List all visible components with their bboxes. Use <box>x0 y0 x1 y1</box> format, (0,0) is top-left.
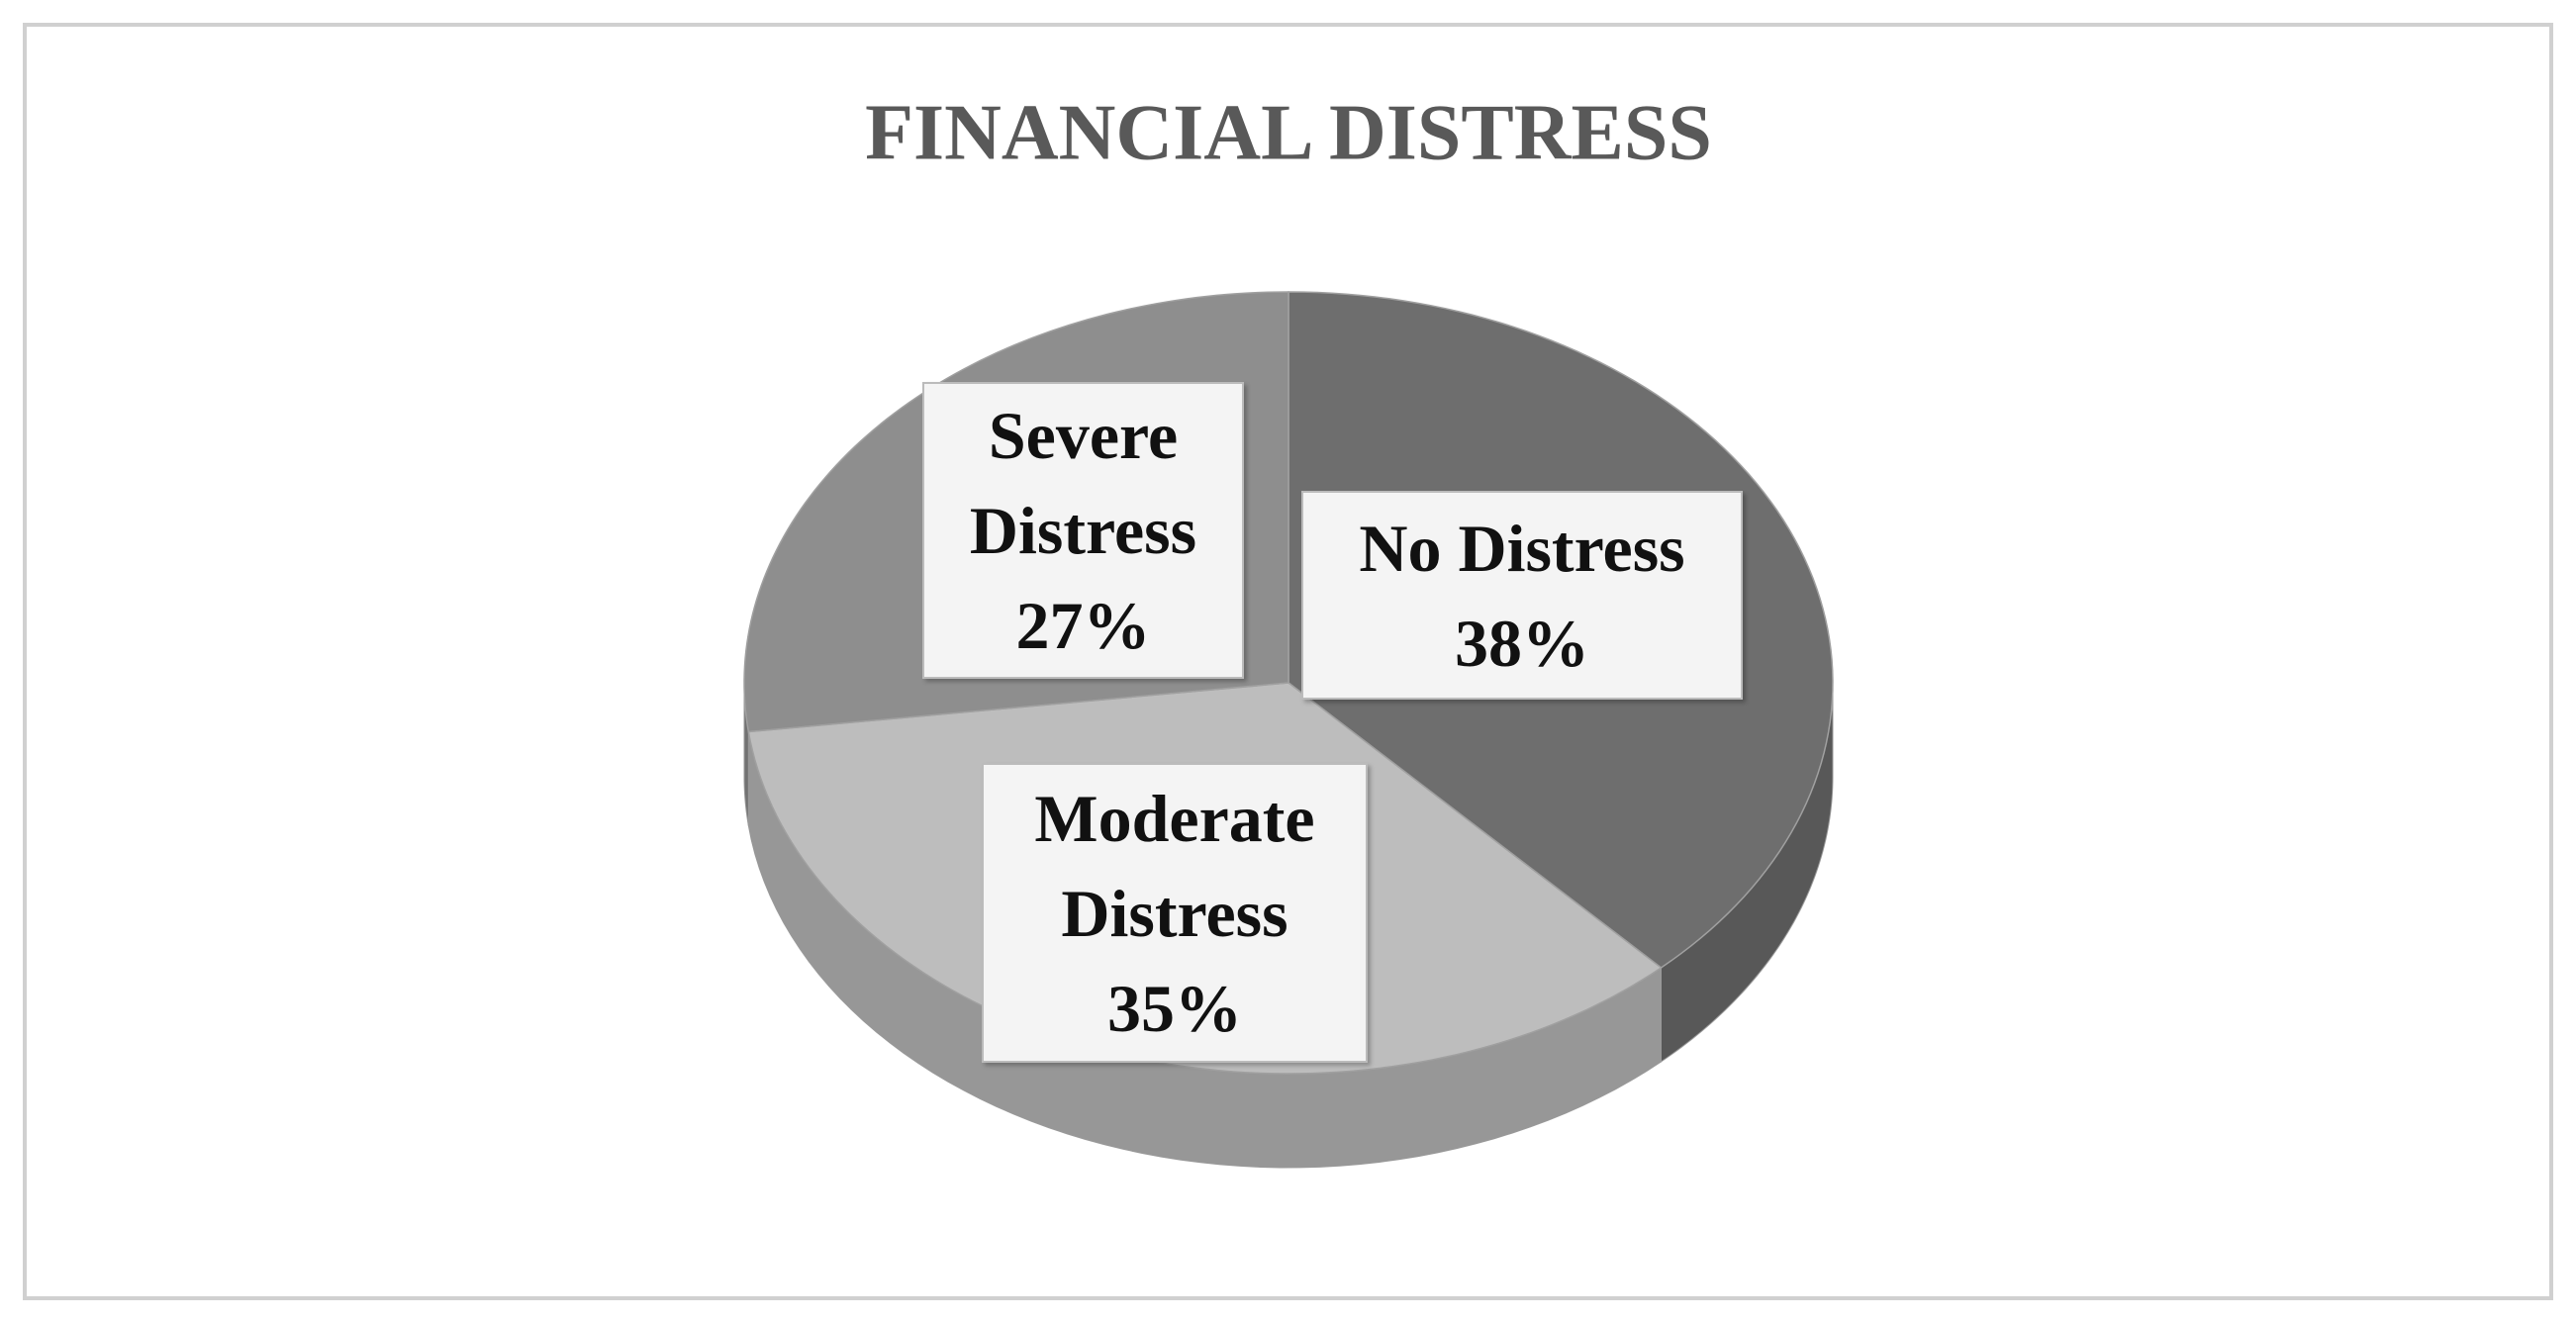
data-label: No Distress 38% <box>1301 491 1743 700</box>
chart-title: FINANCIAL DISTRESS <box>865 89 1712 176</box>
label-value: 35% <box>1107 970 1242 1046</box>
label-value: 27% <box>1015 588 1151 663</box>
label-category: Moderate Distress <box>1034 780 1315 951</box>
data-label: Severe Distress 27% <box>922 382 1244 679</box>
label-category: No Distress <box>1359 510 1685 586</box>
data-label: Moderate Distress 35% <box>982 763 1368 1063</box>
label-value: 38% <box>1455 605 1589 681</box>
label-category: Severe Distress <box>969 398 1197 568</box>
